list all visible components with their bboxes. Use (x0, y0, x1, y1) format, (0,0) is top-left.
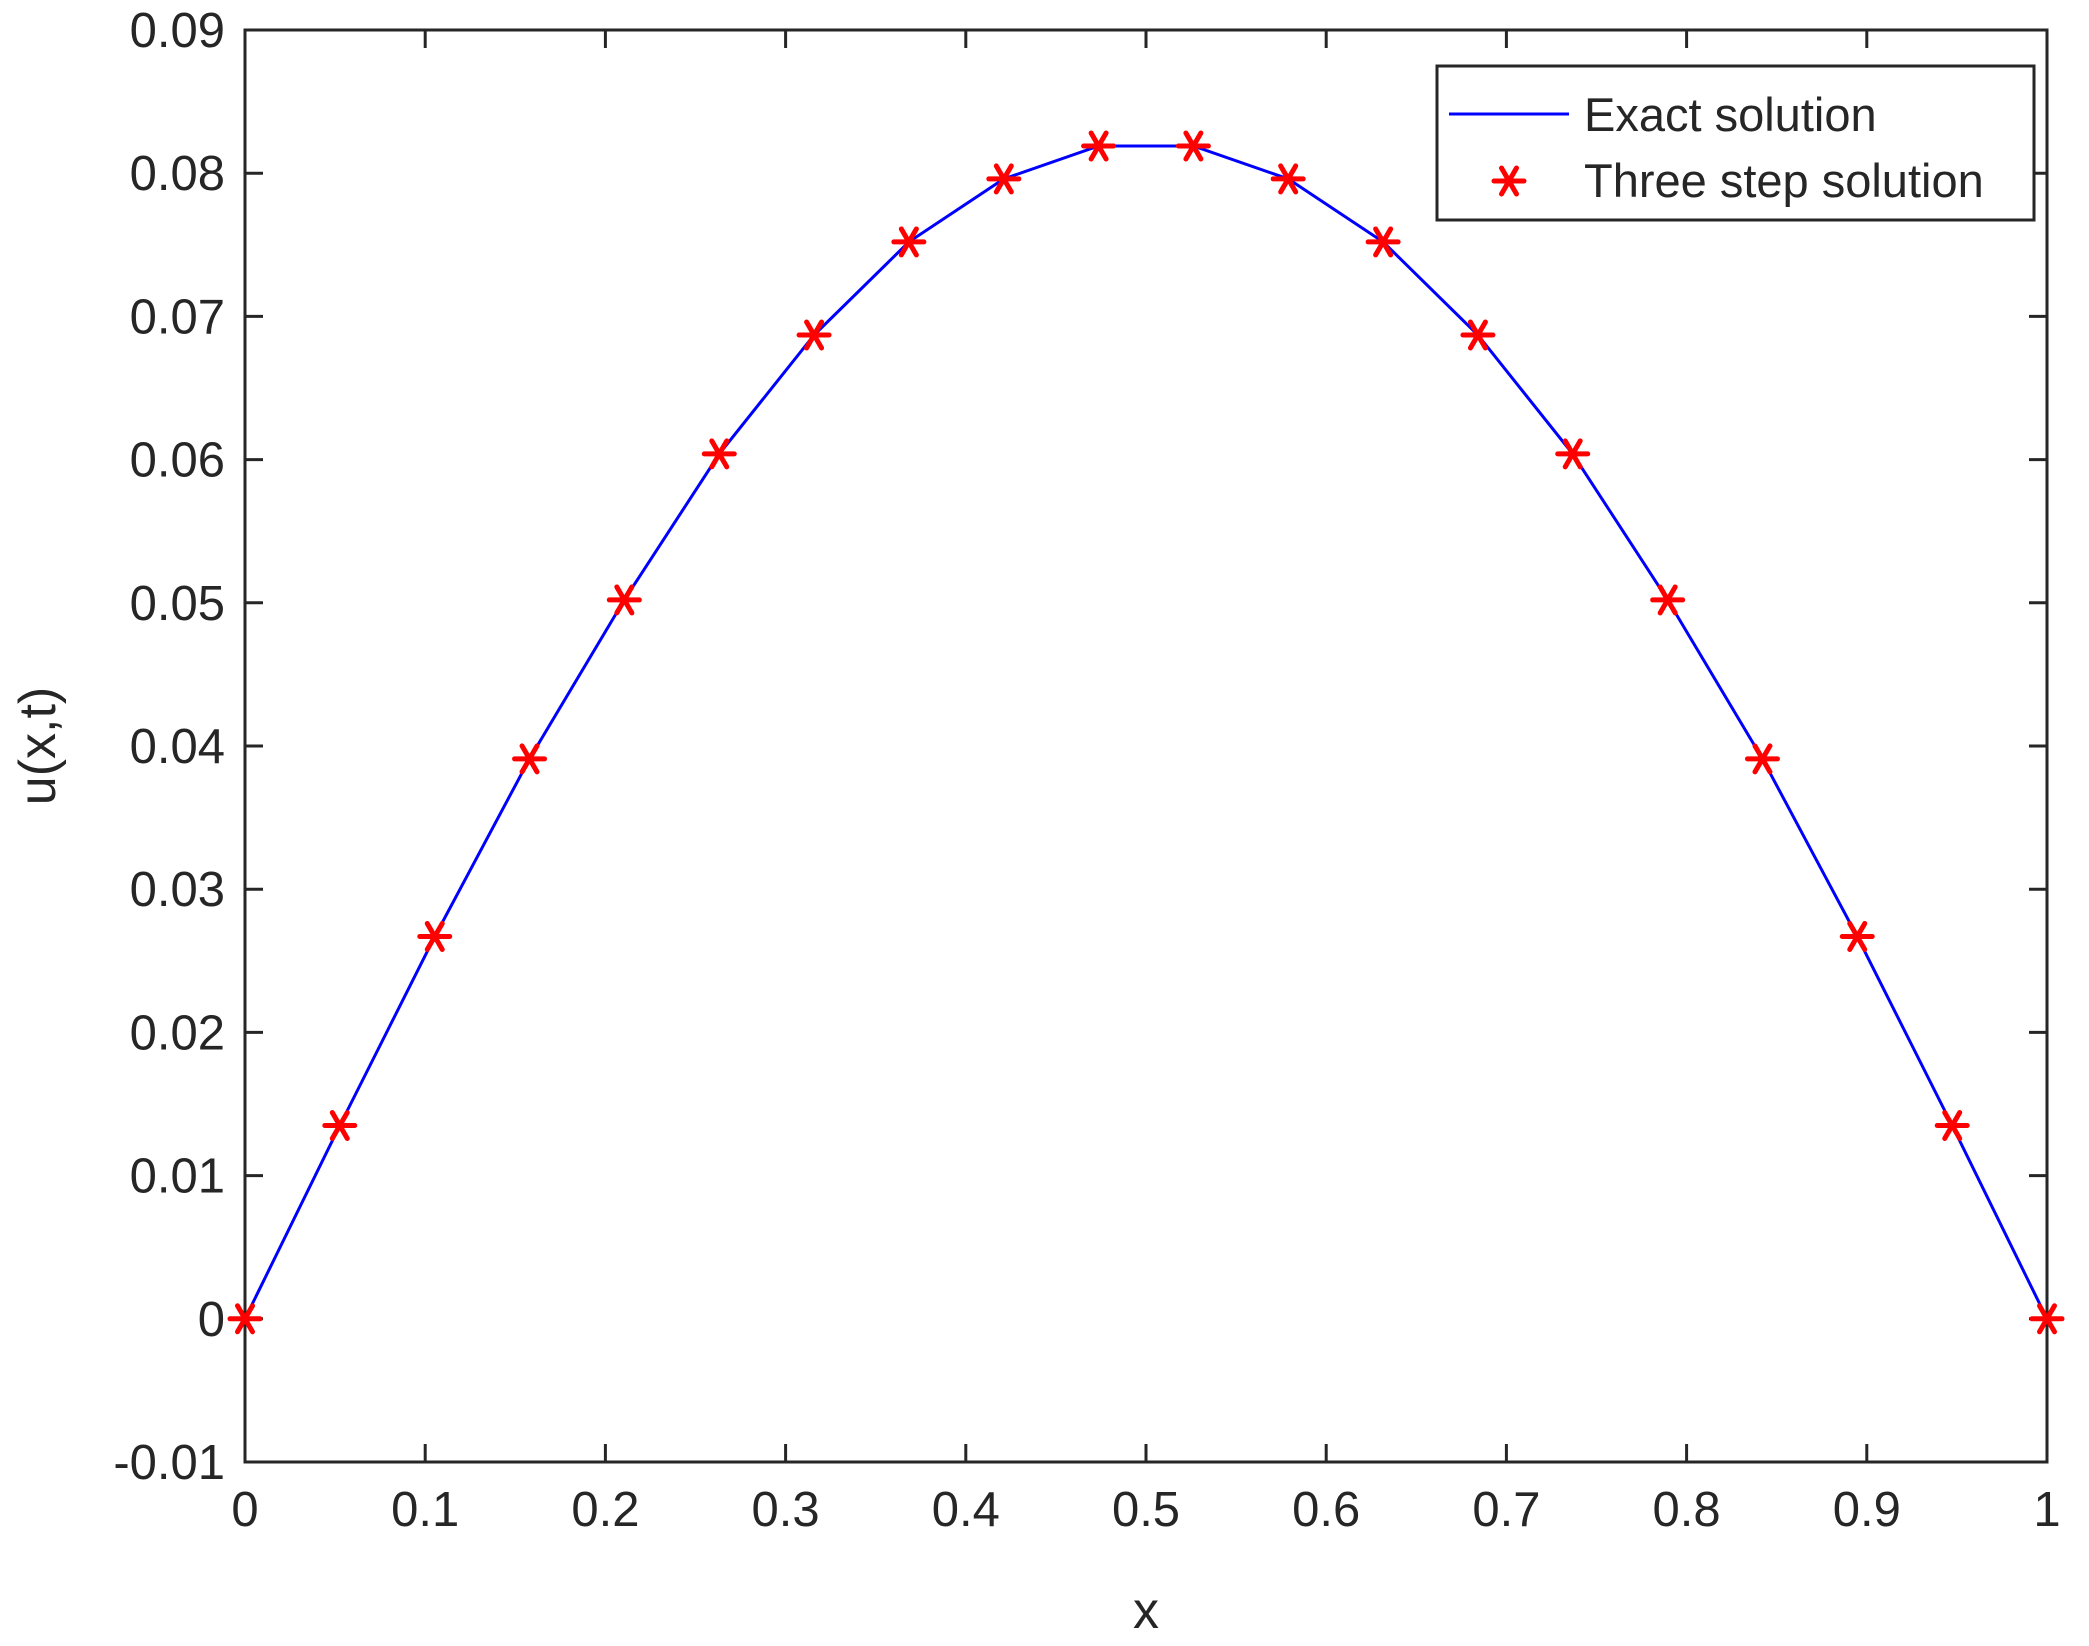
series-three-step-point (322, 1109, 358, 1141)
legend-entry-three-step-solution: Three step solution (1584, 154, 1984, 207)
legend-three-step-marker-sample (1491, 165, 1527, 197)
y-tick-label: 0.02 (130, 1006, 225, 1060)
legend-entry-exact-solution: Exact solution (1584, 88, 1877, 141)
y-tick-label: 0.09 (130, 4, 225, 58)
legend: Exact solution Three step solution (1435, 64, 2036, 222)
series-three-step-point (2029, 1303, 2065, 1335)
series-three-step-point (1555, 438, 1591, 470)
x-tick-label: 0.5 (1112, 1483, 1180, 1537)
series-three-step-point (512, 743, 548, 775)
y-tick-label: 0.05 (130, 577, 225, 631)
y-tick-label: 0.07 (130, 290, 225, 344)
y-tick-label: 0.08 (130, 147, 225, 201)
series-three-step-point (1365, 226, 1401, 258)
y-tick-label: 0.04 (130, 720, 225, 774)
series-three-step-point (986, 163, 1022, 195)
x-tick-label: 0.7 (1472, 1483, 1540, 1537)
x-tick-label: 0.9 (1833, 1483, 1901, 1537)
legend-asterisk-marker (1491, 165, 1527, 197)
series-three-step-point (1650, 584, 1686, 616)
x-tick-label: 0.4 (932, 1483, 1000, 1537)
x-tick-label: 0 (231, 1483, 258, 1537)
y-tick-label: -0.01 (113, 1436, 225, 1490)
series-three-step-point (227, 1303, 263, 1335)
x-axis-label: x (1133, 1582, 1159, 1640)
series-three-step-point (1175, 130, 1211, 162)
series-exact-solution-line (243, 144, 2049, 1320)
series-three-step-point (606, 584, 642, 616)
legend-box (1435, 64, 2036, 222)
series-three-step-point (1270, 163, 1306, 195)
series-three-step-point (796, 319, 832, 351)
x-tick-label: 1 (2033, 1483, 2060, 1537)
series-three-step-point (417, 920, 453, 952)
x-tick-label: 0.6 (1292, 1483, 1360, 1537)
series-three-step-point (1934, 1109, 1970, 1141)
y-tick-label: 0.03 (130, 863, 225, 917)
x-tick-label: 0.3 (752, 1483, 820, 1537)
y-tick-label: 0.01 (130, 1150, 225, 1204)
y-axis-label: u(x,t) (9, 687, 67, 805)
x-tick-label: 0.2 (571, 1483, 639, 1537)
series-three-step-point (1744, 743, 1780, 775)
series-three-step-point (1839, 920, 1875, 952)
series-three-step-point (701, 438, 737, 470)
x-tick-label: 0.8 (1653, 1483, 1721, 1537)
series-three-step-point (1460, 319, 1496, 351)
x-tick-label: 0.1 (391, 1483, 459, 1537)
series-three-step-point (891, 226, 927, 258)
y-tick-label: 0 (198, 1293, 225, 1347)
series-three-step-point (1081, 130, 1117, 162)
y-tick-label: 0.06 (130, 434, 225, 488)
